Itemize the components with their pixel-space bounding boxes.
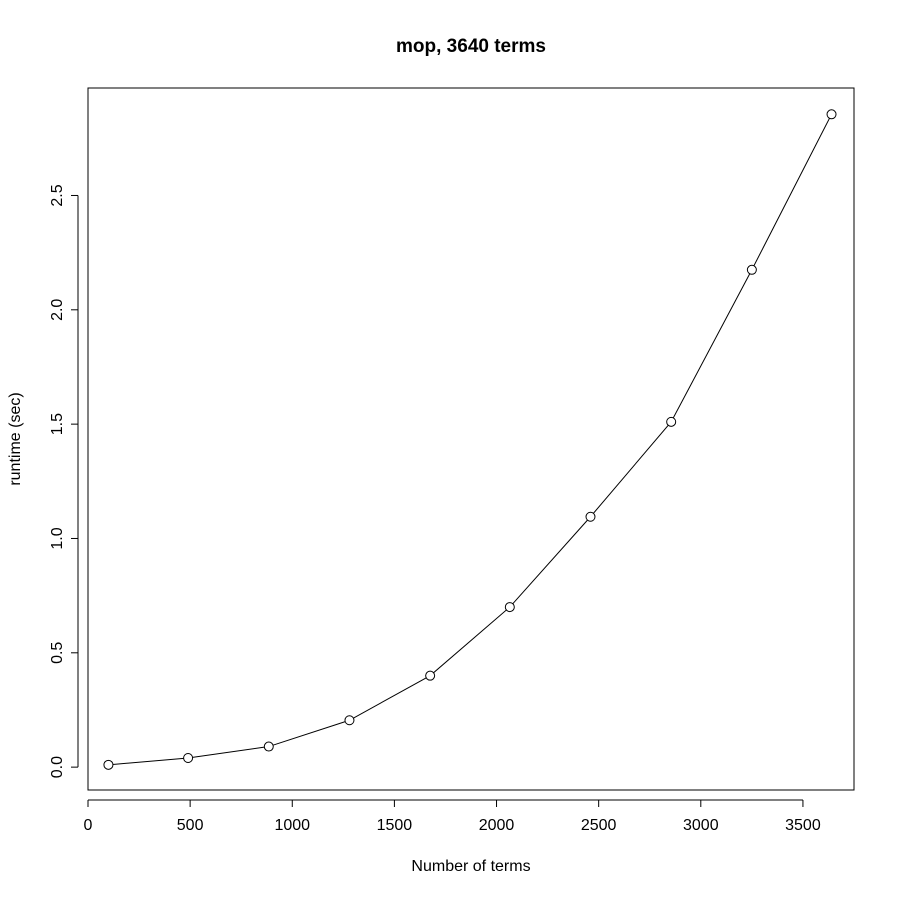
data-point: [344, 715, 355, 726]
y-tick-label: 1.5: [49, 413, 66, 435]
x-tick-label: 500: [177, 817, 204, 834]
data-points: [103, 109, 837, 770]
data-point: [666, 416, 677, 427]
data-point: [183, 752, 194, 763]
y-tick-label: 1.0: [49, 527, 66, 549]
data-point: [103, 759, 114, 770]
x-tick-label: 0: [84, 817, 93, 834]
series-line: [108, 114, 832, 766]
data-point: [263, 741, 274, 752]
x-tick-label: 3500: [785, 817, 821, 834]
plot-frame: [87, 87, 855, 791]
data-point: [746, 264, 757, 275]
y-tick-label: 0.0: [49, 756, 66, 778]
y-tick-label: 2.5: [49, 184, 66, 206]
x-axis-label: Number of terms: [411, 858, 530, 875]
y-axis: 0.0 0.5 1.0 1.5 2.0 2.5: [49, 184, 79, 778]
x-tick-label: 3000: [683, 817, 719, 834]
x-axis: 0 500 1000 1500 2000 2500 3000 3500: [84, 799, 821, 834]
x-tick-label: 2500: [581, 817, 617, 834]
y-axis-label: runtime (sec): [7, 392, 24, 485]
x-tick-label: 2000: [479, 817, 515, 834]
data-point: [826, 109, 837, 120]
x-tick-label: 1500: [377, 817, 413, 834]
data-point: [585, 511, 596, 522]
chart-title: mop, 3640 terms: [396, 36, 546, 57]
data-point: [425, 670, 436, 681]
y-tick-label: 0.5: [49, 642, 66, 664]
y-tick-label: 2.0: [49, 299, 66, 321]
x-tick-label: 1000: [274, 817, 310, 834]
data-point: [504, 602, 515, 613]
